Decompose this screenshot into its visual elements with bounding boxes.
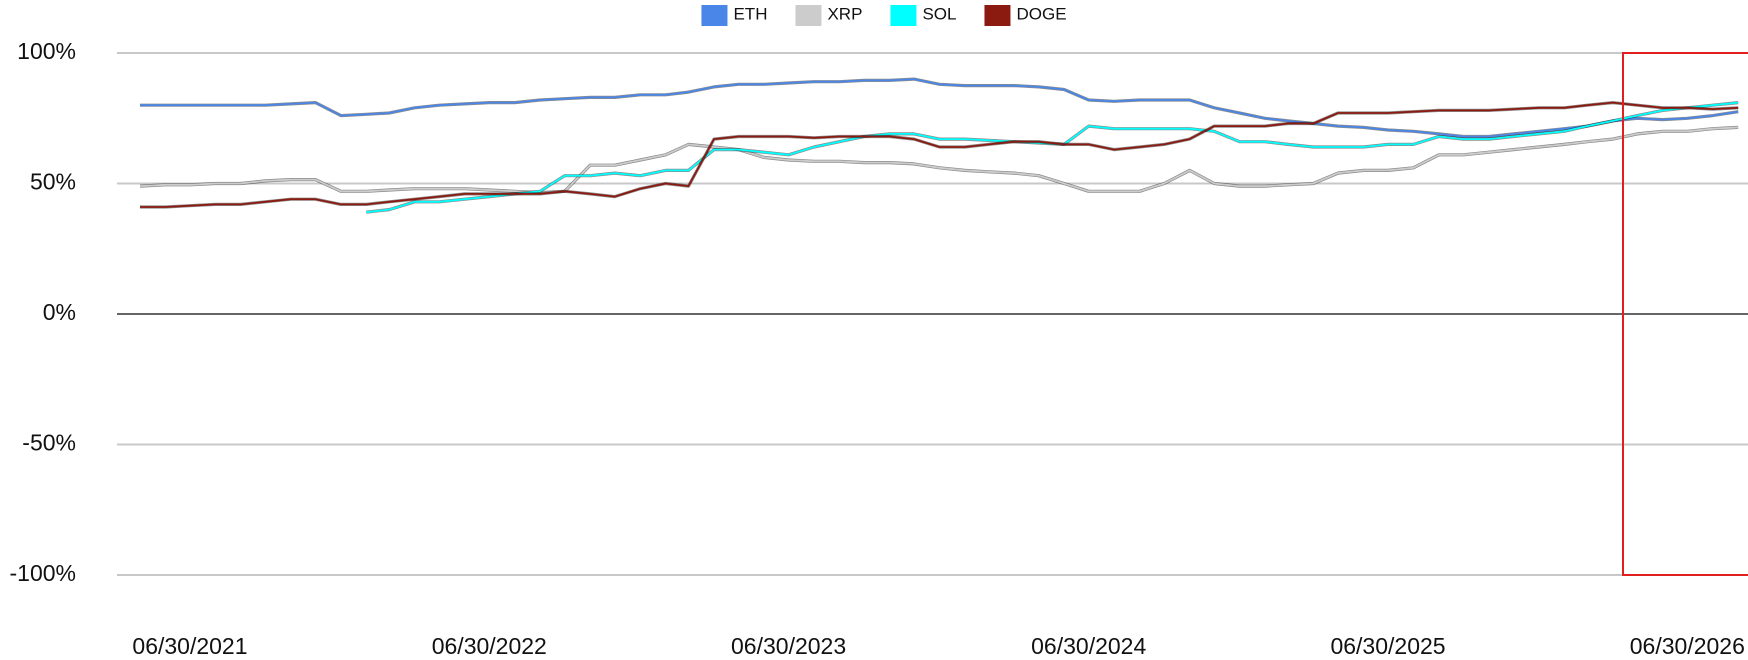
series-line — [140, 78, 1739, 138]
x-tick-label: 06/30/2025 — [1330, 633, 1445, 659]
lines — [139, 77, 1739, 214]
y-tick-label: 0% — [43, 299, 76, 325]
y-tick-label: 50% — [30, 169, 76, 195]
legend: ETH XRP SOL DOGE — [701, 4, 1067, 26]
series-line — [140, 101, 1739, 208]
series-line — [139, 126, 1739, 194]
series-line — [366, 101, 1739, 214]
legend-swatch — [890, 5, 917, 26]
x-tick-label: 06/30/2022 — [432, 633, 547, 659]
series-line-shadow — [140, 77, 1739, 139]
y-tick-label: -100% — [10, 560, 76, 586]
legend-label: SOL — [922, 4, 956, 23]
labels: -100% -50% 0% 50% 100% 06/30/2021 06/30/2022 06… — [10, 38, 1745, 659]
legend-label: DOGE — [1016, 4, 1066, 23]
highlight-box — [1622, 52, 1748, 576]
x-tick-label: 06/30/2023 — [731, 633, 846, 659]
legend-swatch — [701, 5, 728, 26]
y-tick-label: 100% — [17, 38, 76, 64]
series-line-shadow — [366, 101, 1739, 214]
y-tick-label: -50% — [22, 430, 76, 456]
x-tick-label: 06/30/2024 — [1031, 633, 1146, 659]
grid — [117, 52, 1748, 576]
x-tick-label: 06/30/2026 — [1630, 633, 1745, 659]
legend-label: XRP — [827, 4, 862, 23]
legend-swatch — [984, 5, 1011, 26]
legend-swatch — [795, 5, 822, 26]
legend-label: ETH — [733, 4, 767, 23]
x-tick-label: 06/30/2021 — [132, 633, 247, 659]
